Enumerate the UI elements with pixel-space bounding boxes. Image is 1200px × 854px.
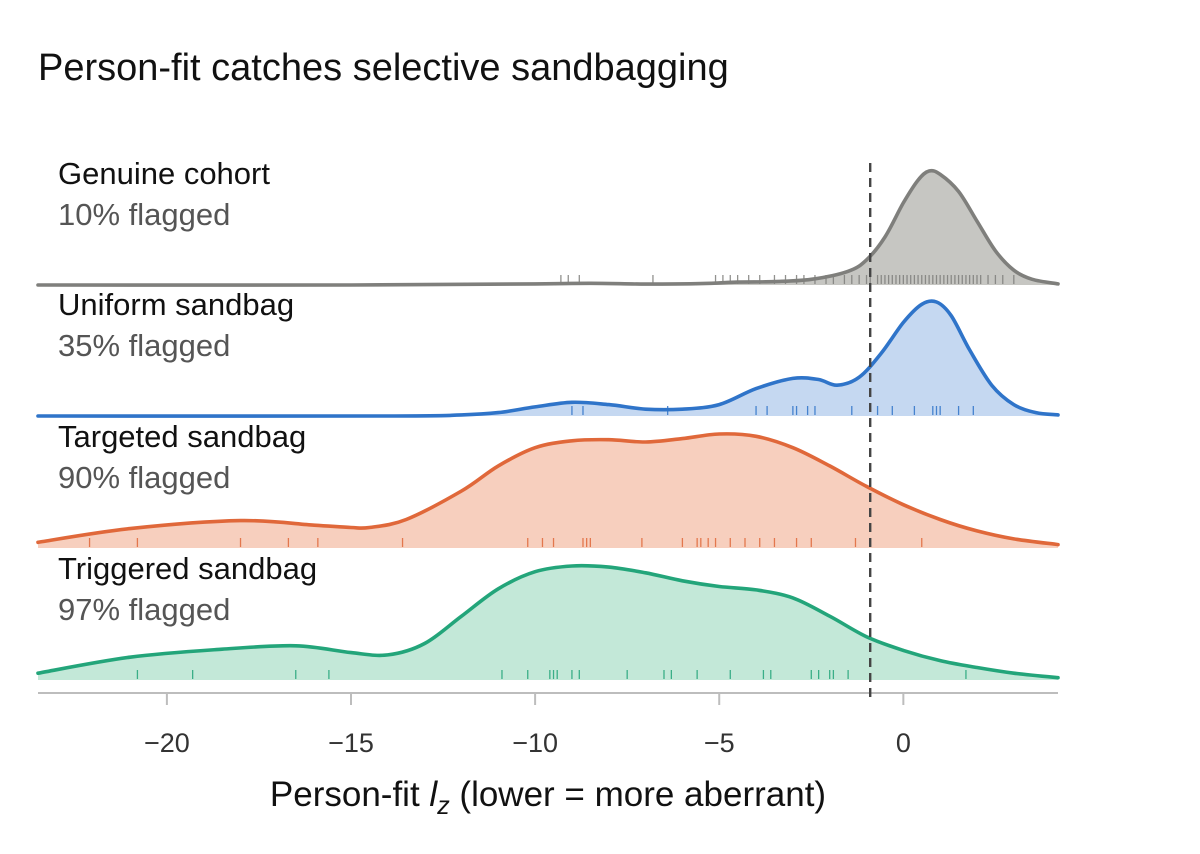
density-fill [38,300,1058,417]
series-name-label: Genuine cohort [58,156,270,191]
ridge-row: Triggered sandbag 97% flagged [36,551,1060,680]
density-fill [38,433,1058,548]
series-name-label: Uniform sandbag [58,287,294,322]
ridge-row: Targeted sandbag 90% flagged [36,419,1060,548]
x-tick-label: −10 [512,728,558,758]
density-line [36,432,1060,547]
density-line [36,299,1060,418]
series-name-label: Triggered sandbag [58,551,317,586]
x-axis-label-suffix: (lower = more aberrant) [450,775,826,814]
series-name-label: Targeted sandbag [58,419,306,454]
flagged-rate-label: 10% flagged [58,197,230,232]
x-axis-label-prefix: Person-fit [270,775,430,814]
flagged-rate-label: 35% flagged [58,328,230,363]
chart-title: Person-fit catches selective sandbagging [38,47,729,89]
flagged-rate-label: 90% flagged [58,460,230,495]
ridge-row: Genuine cohort 10% flagged [36,156,1060,287]
x-tick-label: −20 [144,728,190,758]
x-tick-label: −5 [704,728,735,758]
density-fill [38,565,1058,680]
density-line [36,168,1060,287]
density-line [36,563,1060,680]
x-axis: −20 −15 −10 −5 0 [38,692,1058,758]
x-axis-label-symbol: l [429,775,438,814]
flagged-rate-label: 97% flagged [58,592,230,627]
x-tick-label: 0 [896,728,911,758]
ridge-rows: Genuine cohort 10% flagged Uniform sandbag… [36,156,1060,680]
x-tick-label: −15 [328,728,374,758]
density-fill [38,170,1058,286]
x-axis-label: Person-fit lz (lower = more aberrant) [270,775,826,820]
ridge-row: Uniform sandbag 35% flagged [36,287,1060,418]
x-axis-label-subscript: z [436,792,450,820]
